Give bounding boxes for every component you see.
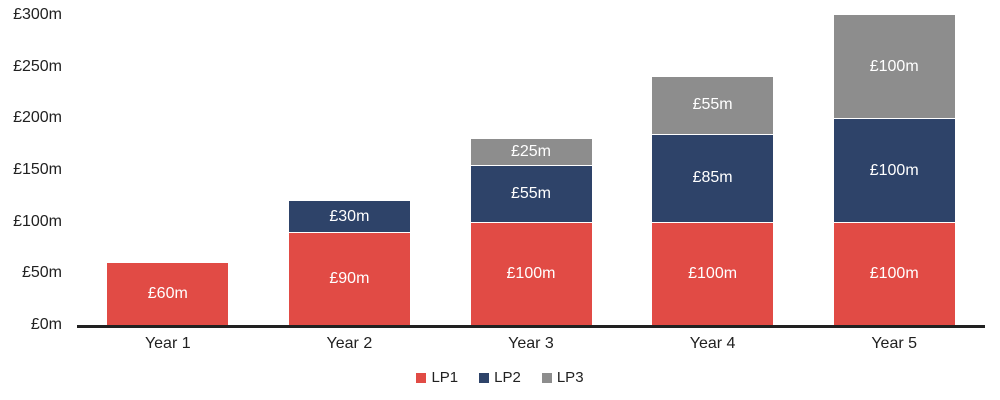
bar-segment-lp2-year-4: £85m: [652, 133, 774, 222]
bar-segment-lp2-year-2: £30m: [288, 201, 410, 232]
bar-segment-lp1-year-1: £60m: [107, 263, 229, 325]
legend-label: LP1: [431, 369, 459, 386]
bar-segment-lp1-year-5: £100m: [833, 221, 955, 325]
x-tick-label-year-3: Year 3: [508, 335, 554, 352]
legend-swatch-icon: [479, 373, 490, 383]
bar-segment-lp1-year-2: £90m: [288, 232, 410, 325]
legend-swatch-icon: [416, 373, 427, 383]
y-tick-label-£150m: £150m: [13, 161, 62, 178]
bar-segment-value-label: £30m: [329, 207, 370, 225]
y-axis: £0m £50m £100m £150m £200m £250m £300m: [0, 0, 62, 400]
bar-segment-value-label: £100m: [688, 264, 738, 282]
bar-year-5: £100m £100m £100m: [833, 15, 955, 325]
bar-segment-value-label: £60m: [147, 285, 188, 302]
bar-segment-value-label: £100m: [869, 264, 919, 282]
bar-year-3: £100m £55m £25m: [470, 139, 592, 325]
legend-label: LP2: [494, 369, 521, 386]
legend-item-lp3: LP3: [541, 369, 584, 386]
bar-segment-lp1-year-3: £100m: [470, 221, 592, 325]
bar-segment-lp3-year-3: £25m: [470, 139, 592, 165]
y-tick-label-£50m: £50m: [21, 264, 62, 282]
legend: LP1 LP2 LP3: [0, 370, 1000, 386]
legend-item-lp1: LP1: [416, 370, 458, 386]
bar-segment-lp2-year-3: £55m: [470, 164, 592, 222]
bar-year-1: £60m: [107, 263, 229, 325]
bar-year-4: £100m £85m £55m: [652, 77, 774, 325]
plot-area: £60m £90m £30m £100m £55m £25m £100m £85m £55m £1…: [77, 15, 985, 328]
y-tick-label-£250m: £250m: [13, 57, 62, 75]
bar-segment-lp3-year-5: £100m: [833, 15, 955, 119]
bar-segment-value-label: £25m: [510, 142, 552, 160]
x-axis: Year 1 Year 2 Year 3 Year 4 Year 5: [0, 334, 1000, 356]
legend-item-lp2: LP2: [479, 370, 521, 386]
legend-label: LP3: [556, 369, 584, 386]
y-tick-label-£100m: £100m: [13, 212, 62, 230]
bar-segment-lp1-year-4: £100m: [652, 221, 774, 325]
x-tick-label-year-1: Year 1: [144, 335, 191, 352]
bar-segment-value-label: £85m: [692, 169, 733, 187]
x-tick-label-year-2: Year 2: [326, 335, 373, 352]
bar-segment-value-label: £90m: [329, 270, 370, 287]
bar-segment-value-label: £100m: [869, 161, 919, 179]
y-tick-label-£300m: £300m: [13, 6, 62, 23]
legend-swatch-icon: [541, 373, 552, 383]
bar-segment-value-label: £100m: [869, 57, 919, 75]
bar-segment-value-label: £55m: [510, 184, 552, 202]
x-tick-label-year-4: Year 4: [689, 335, 736, 352]
bar-year-2: £90m £30m: [288, 201, 410, 325]
y-tick-label-£200m: £200m: [13, 109, 62, 127]
bar-segment-value-label: £55m: [692, 96, 733, 114]
x-tick-label-year-5: Year 5: [871, 335, 918, 352]
y-tick-label-£0m: £0m: [30, 316, 62, 333]
bar-segment-value-label: £100m: [506, 264, 556, 282]
bar-segment-lp2-year-5: £100m: [833, 118, 955, 222]
bar-segment-lp3-year-4: £55m: [652, 77, 774, 134]
